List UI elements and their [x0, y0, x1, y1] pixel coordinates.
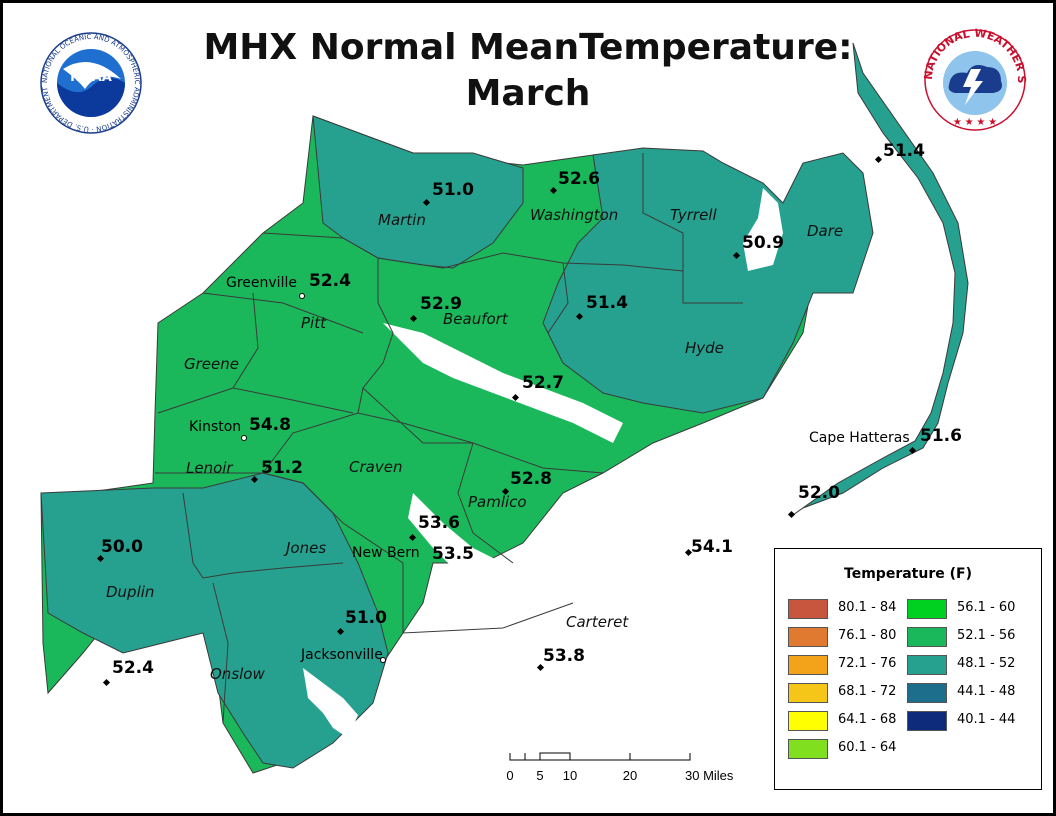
value-jacksonville: 51.0	[345, 608, 387, 628]
value-washington: 52.6	[558, 169, 600, 189]
legend-swatch	[907, 655, 947, 675]
pamlico-river	[383, 323, 623, 443]
county-craven: Craven	[349, 458, 402, 476]
legend-swatch	[907, 627, 947, 647]
value-cedar-island: 54.1	[691, 537, 733, 557]
value-martin: 51.0	[432, 180, 474, 200]
scale-20: 20	[623, 768, 637, 783]
county-carteret: Carteret	[566, 613, 629, 631]
outer-banks	[792, 42, 969, 516]
value-beaufort: 52.9	[420, 294, 462, 314]
bogue-sound	[393, 658, 593, 723]
neuse-river	[408, 493, 703, 588]
legend-swatch	[907, 711, 947, 731]
legend: Temperature (F) 80.1 - 84 76.1 - 80 72.1 -…	[774, 548, 1042, 790]
county-martin: Martin	[378, 211, 426, 229]
region-teal-east	[542, 147, 874, 414]
value-newbern-2: 53.5	[432, 544, 474, 564]
value-pamlico: 52.8	[510, 469, 552, 489]
map-title: MHX Normal MeanTemperature: March	[183, 25, 873, 117]
legend-label: 64.1 - 68	[838, 712, 897, 727]
alligator-river	[743, 188, 783, 271]
scale-5: 5	[536, 768, 543, 783]
place-greenville: Greenville	[226, 275, 297, 291]
title-line-2: March	[465, 73, 591, 114]
place-jacksonville: Jacksonville	[300, 647, 383, 663]
legend-label: 44.1 - 48	[957, 684, 1016, 699]
county-washington: Washington	[530, 206, 618, 224]
value-kinston: 54.8	[249, 415, 291, 435]
value-duplin: 50.0	[101, 537, 143, 557]
place-cape-hatteras: Cape Hatteras	[809, 430, 910, 446]
legend-label: 72.1 - 76	[838, 656, 897, 671]
county-onslow: Onslow	[210, 665, 265, 683]
place-kinston: Kinston	[189, 419, 241, 435]
value-duplin-south: 52.4	[112, 658, 154, 678]
scale-30: 30 Miles	[685, 768, 734, 783]
title-line-1: MHX Normal MeanTemperature:	[203, 27, 853, 68]
city-markers	[241, 293, 386, 663]
temperature-map: Martin Washington Tyrrell Dare Pitt Beau…	[40, 42, 969, 774]
legend-swatch	[788, 599, 828, 619]
county-pitt: Pitt	[301, 314, 327, 332]
value-lenoir: 51.2	[261, 458, 303, 478]
county-jones: Jones	[283, 539, 326, 557]
value-morehead: 53.8	[543, 646, 585, 666]
legend-label: 76.1 - 80	[838, 628, 897, 643]
legend-swatch	[907, 683, 947, 703]
new-river	[303, 668, 358, 738]
legend-label: 56.1 - 60	[957, 600, 1016, 615]
value-aurora: 52.7	[522, 373, 564, 393]
nws-logo: NATIONAL WEATHER SERVICE ★ ★ ★ ★	[919, 25, 1028, 131]
value-tyrrell: 50.9	[742, 233, 784, 253]
county-beaufort: Beaufort	[443, 310, 509, 328]
legend-label: 60.1 - 64	[838, 740, 897, 755]
county-boundaries	[155, 153, 743, 724]
station-markers	[96, 155, 917, 687]
value-newbern-1: 53.6	[418, 513, 460, 533]
county-dare: Dare	[807, 222, 843, 240]
legend-swatch	[788, 739, 828, 759]
nws-stars: ★ ★ ★ ★	[953, 117, 997, 128]
value-manteo: 51.4	[883, 141, 925, 161]
scale-bar: 0 5 10 20 30 Miles	[506, 752, 734, 783]
county-duplin: Duplin	[106, 583, 154, 601]
legend-swatch	[788, 627, 828, 647]
legend-swatch	[788, 711, 828, 731]
noaa-logo: NATIONAL OCEANIC AND ATMOSPHERIC ADMINIS…	[37, 31, 142, 134]
county-hyde: Hyde	[685, 339, 724, 357]
legend-label: 80.1 - 84	[838, 600, 897, 615]
scale-10: 10	[563, 768, 577, 783]
legend-label: 48.1 - 52	[957, 656, 1016, 671]
region-teal-north	[312, 115, 524, 269]
noaa-wordmark: NOAA	[70, 70, 112, 85]
legend-label: 68.1 - 72	[838, 684, 897, 699]
county-greene: Greene	[184, 355, 239, 373]
legend-swatch	[788, 655, 828, 675]
value-greenville: 52.4	[309, 271, 351, 291]
legend-label: 52.1 - 56	[957, 628, 1016, 643]
value-buxton: 52.0	[798, 483, 840, 503]
legend-swatch	[907, 599, 947, 619]
county-pamlico: Pamlico	[468, 493, 527, 511]
scale-0: 0	[506, 768, 513, 783]
value-hatteras: 51.6	[920, 426, 962, 446]
county-tyrrell: Tyrrell	[670, 206, 717, 224]
place-new-bern: New Bern	[352, 545, 420, 561]
value-hyde: 51.4	[586, 293, 628, 313]
county-lenoir: Lenoir	[186, 459, 233, 477]
legend-label: 40.1 - 44	[957, 712, 1016, 727]
legend-title: Temperature (F)	[844, 566, 972, 582]
legend-swatch	[788, 683, 828, 703]
